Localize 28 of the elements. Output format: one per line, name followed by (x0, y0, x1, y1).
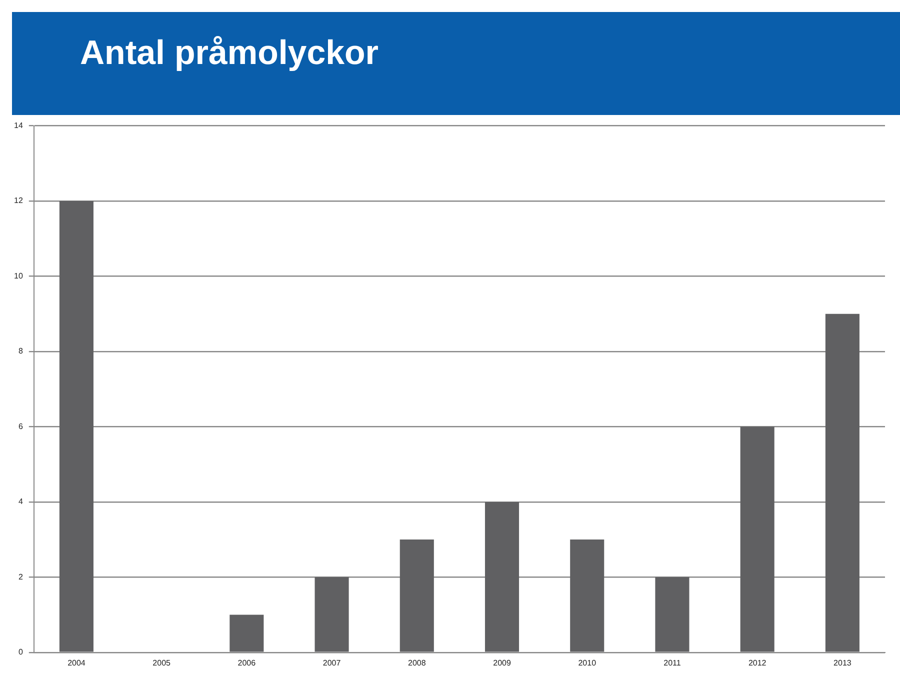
bar (230, 614, 264, 652)
y-tick-label: 4 (18, 497, 24, 506)
x-tick-label: 2008 (408, 658, 426, 668)
bar (484, 502, 520, 652)
bar (314, 577, 349, 652)
x-tick-label: 2004 (68, 658, 86, 668)
bar (655, 577, 690, 652)
y-tick-label: 2 (18, 572, 24, 582)
y-tick-label: 14 (14, 121, 24, 130)
bar (825, 314, 860, 652)
y-tick-label: 0 (18, 648, 24, 657)
x-tick-label: 2013 (834, 658, 852, 668)
chart-title: Antal pråmolyckor (80, 34, 379, 73)
x-tick-label: 2005 (152, 658, 172, 668)
y-tick-label: 12 (14, 196, 24, 206)
bar (59, 201, 94, 652)
y-tick-label: 6 (18, 422, 24, 431)
y-tick-label: 8 (18, 346, 24, 356)
x-tick-label: 2009 (493, 658, 512, 668)
bar (400, 540, 434, 652)
x-tick-label: 2011 (664, 658, 682, 668)
bar (740, 426, 774, 652)
x-tick-label: 2007 (322, 658, 342, 668)
x-tick-label: 2012 (748, 658, 767, 668)
x-tick-label: 2006 (238, 658, 256, 668)
y-tick-label: 10 (14, 271, 24, 280)
bar (570, 540, 604, 652)
x-tick-label: 2010 (578, 658, 597, 668)
